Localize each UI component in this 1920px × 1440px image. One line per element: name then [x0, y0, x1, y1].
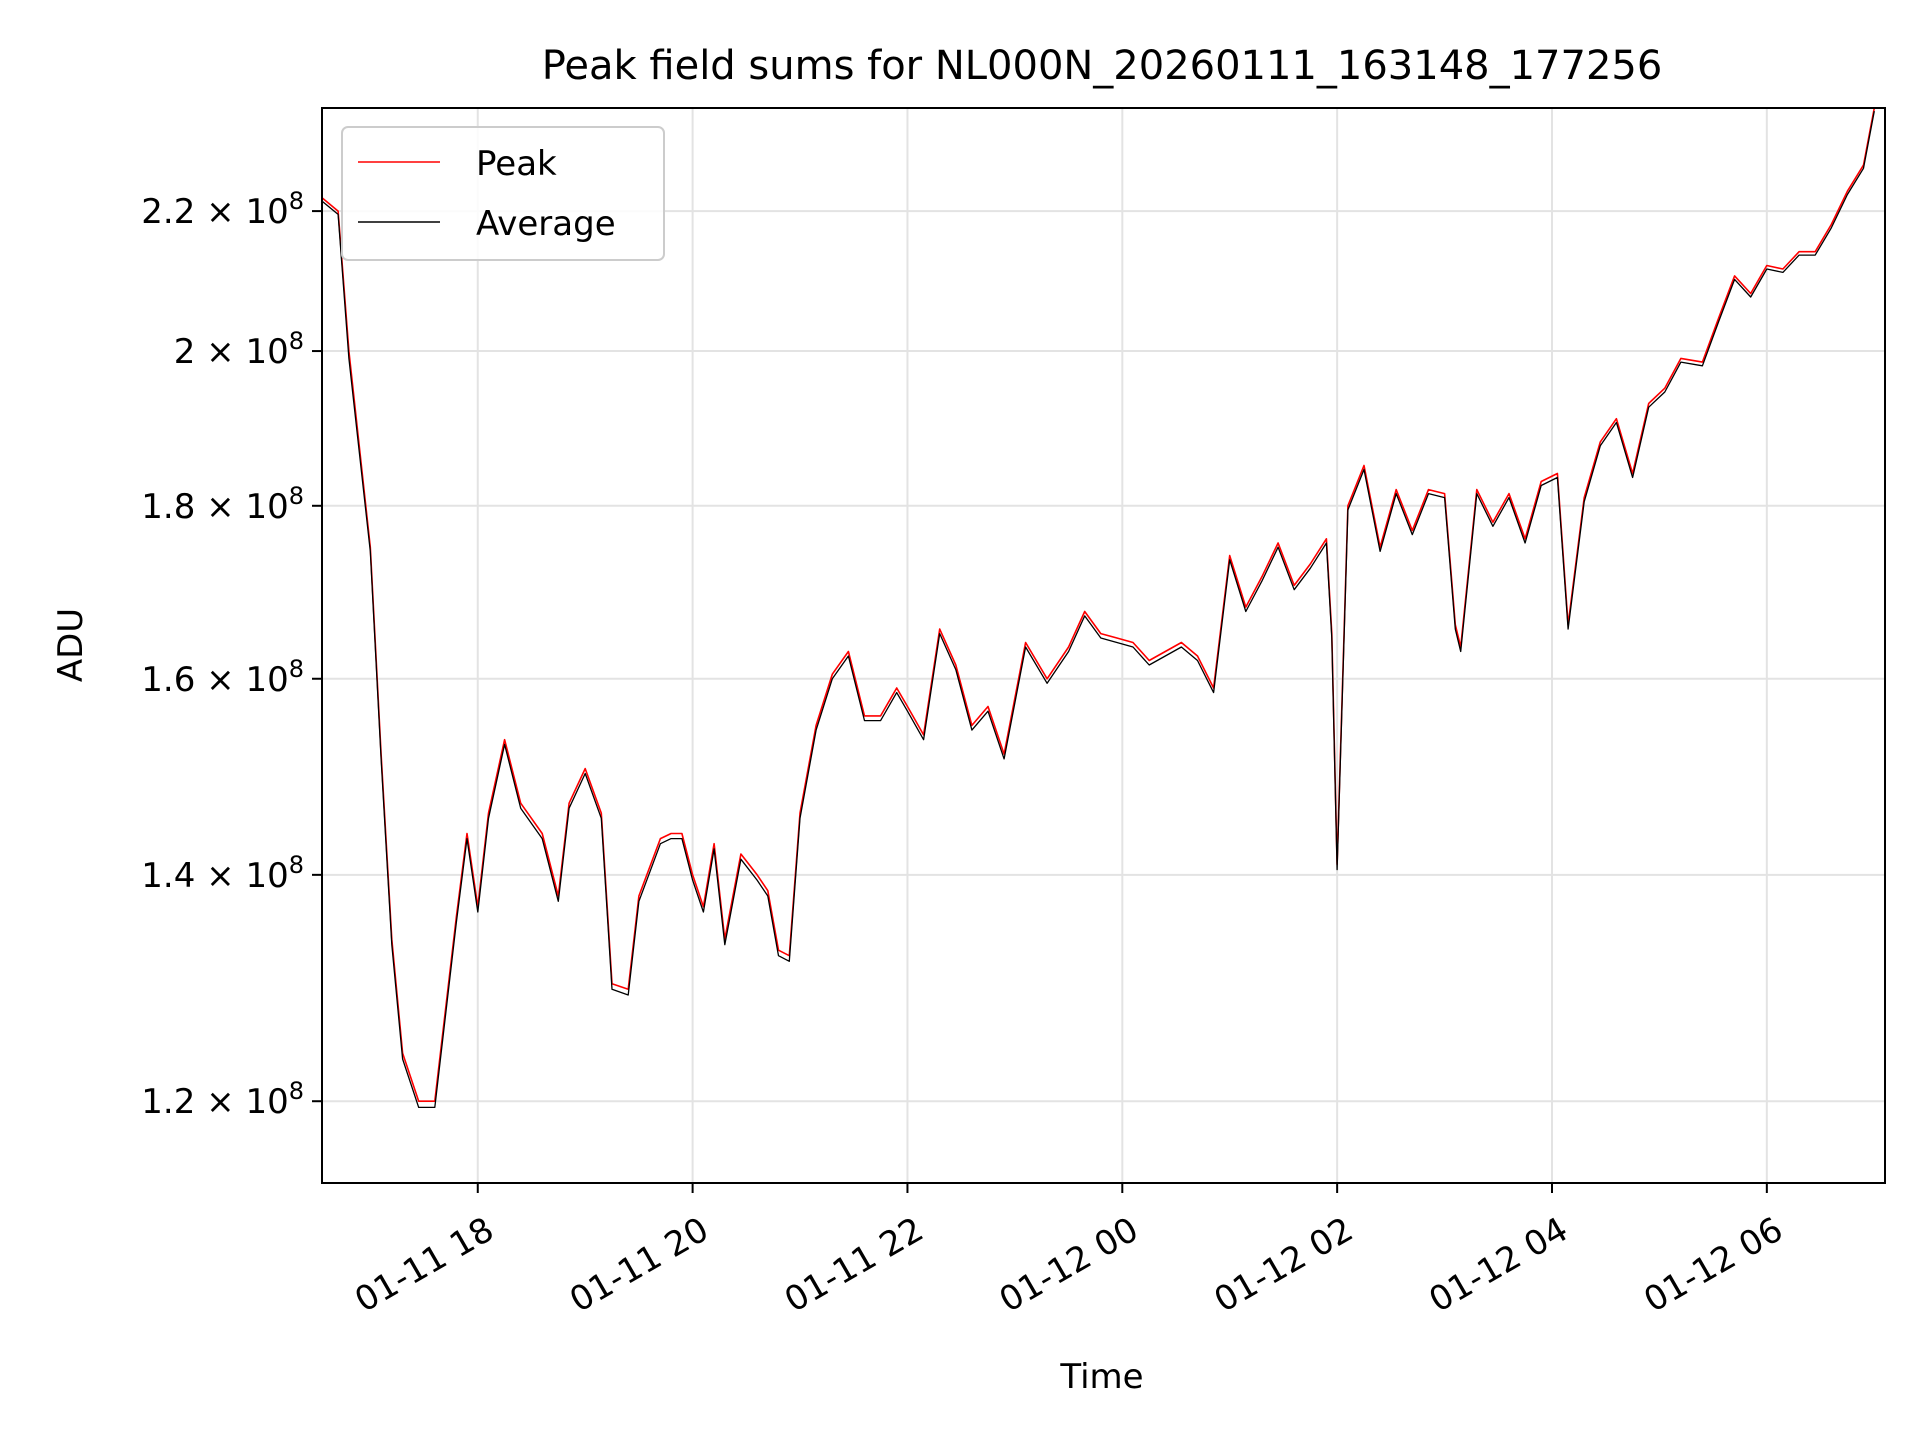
x-axis-label: Time — [1059, 1357, 1143, 1397]
y-tick-label: 2 × 108 — [174, 327, 304, 372]
legend-average-label: Average — [476, 204, 616, 244]
y-axis-label: ADU — [51, 608, 91, 682]
y-tick-label: 1.8 × 108 — [141, 482, 304, 527]
y-axis-ticks: 1.2 × 108 1.4 × 108 1.6 × 108 1.8 × 108 2 × … — [141, 187, 322, 1122]
grid-lines — [322, 108, 1885, 1183]
series-line-average — [321, 110, 1875, 1109]
y-tick-label: 1.6 × 108 — [141, 655, 304, 700]
series-line-peak — [321, 107, 1876, 1102]
chart-title: Peak field sums for NL000N_20260111_1631… — [542, 43, 1663, 89]
series-lines — [321, 107, 1876, 1109]
legend: Peak Average — [341, 126, 665, 261]
legend-box — [341, 126, 665, 261]
y-tick-label: 1.4 × 108 — [141, 851, 304, 896]
y-tick-label: 1.2 × 108 — [141, 1077, 304, 1122]
legend-peak-label: Peak — [476, 144, 557, 184]
plot-area-frame — [321, 107, 1886, 1184]
y-tick-label: 2.2 × 108 — [141, 187, 304, 232]
